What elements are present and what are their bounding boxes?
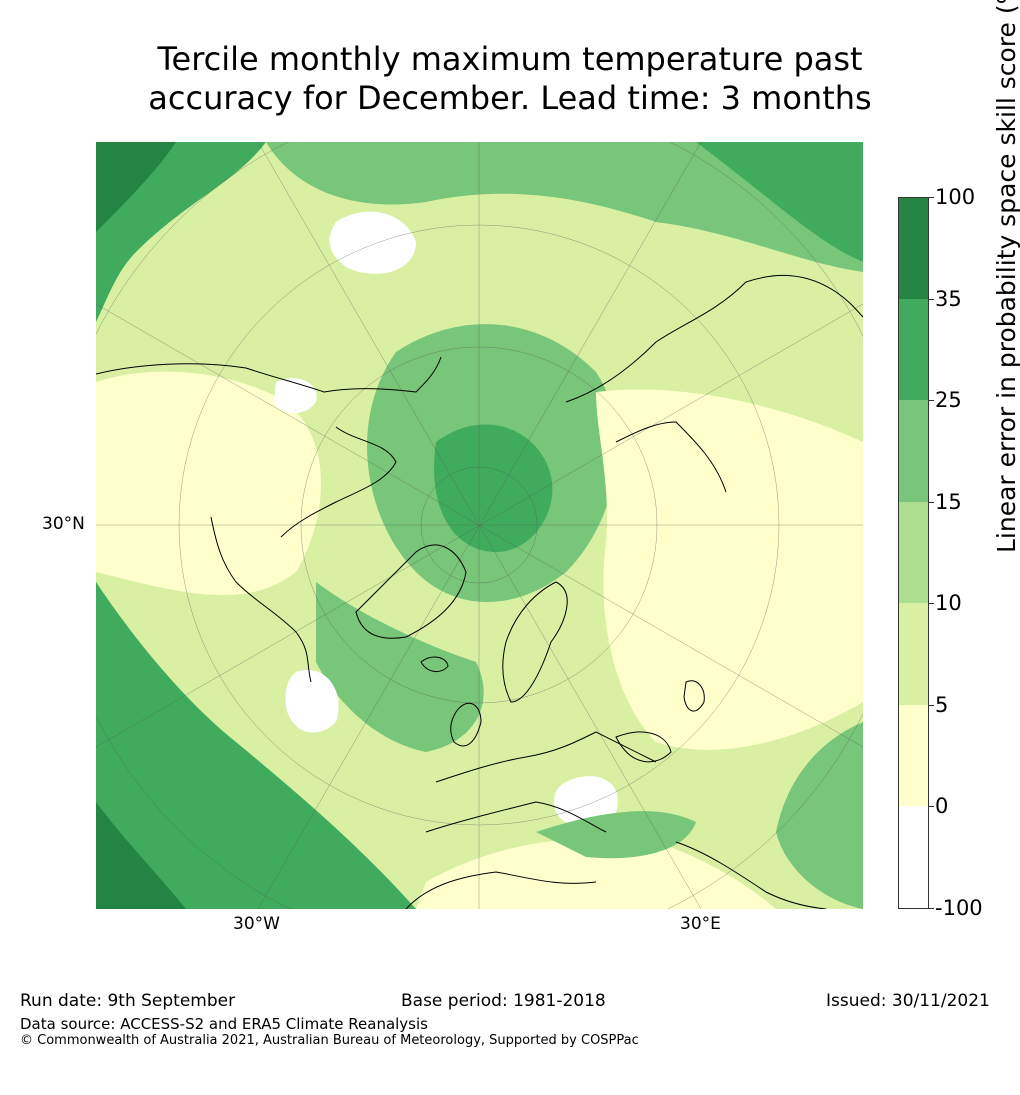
- colorbar: [898, 197, 929, 909]
- tick-label-neg100: -100: [935, 896, 983, 920]
- coast-russia-north: [565, 274, 863, 403]
- tick-label-5: 5: [935, 693, 949, 717]
- colorbar-seg-0-5: [898, 705, 929, 806]
- field-ne-dark: [696, 142, 863, 262]
- coast-africa: [405, 871, 597, 909]
- tick-mark-10: [929, 603, 934, 604]
- coast-hudson: [210, 516, 312, 683]
- tick-label-100: 100: [935, 185, 976, 209]
- tick-label-35: 35: [935, 287, 962, 311]
- coast-arabia: [675, 841, 827, 909]
- field-white-3: [554, 776, 618, 827]
- base-period: Base period: 1981-2018: [401, 991, 606, 1011]
- coast-scandinavia: [502, 581, 568, 703]
- coast-uk: [450, 702, 482, 747]
- tick-mark-100: [929, 197, 934, 198]
- field-white-4: [274, 378, 317, 414]
- colorbar-seg-neg: [898, 806, 929, 907]
- tick-label-0: 0: [935, 794, 949, 818]
- tick-mark-15: [929, 502, 934, 503]
- coast-europe: [435, 731, 657, 783]
- data-source: Data source: ACCESS-S2 and ERA5 Climate …: [20, 1015, 428, 1033]
- tick-mark-0: [929, 806, 934, 807]
- tick-mark-35: [929, 299, 934, 300]
- field-sw-dark: [96, 802, 186, 909]
- field-top-ocean: [266, 142, 863, 272]
- lon-label-30e: 30°E: [680, 914, 721, 934]
- meridian-d4: [257, 142, 702, 909]
- graticule: [96, 142, 863, 909]
- title-line-1: Tercile monthly maximum temperature past: [157, 40, 863, 78]
- tick-label-25: 25: [935, 388, 962, 412]
- colorbar-border: [898, 197, 929, 909]
- coast-canada-arctic: [280, 426, 397, 538]
- tick-label-15: 15: [935, 490, 962, 514]
- tick-mark-25: [929, 400, 934, 401]
- map-svg: [96, 142, 863, 909]
- field-arctic-core: [434, 424, 553, 552]
- field-white-1: [329, 211, 416, 274]
- field-east-green: [776, 722, 863, 909]
- tick-mark-neg100: [929, 908, 934, 909]
- title-line-2: accuracy for December. Lead time: 3 mont…: [148, 79, 872, 117]
- chart-title: Tercile monthly maximum temperature past…: [0, 40, 1020, 118]
- field-atlantic: [316, 582, 484, 752]
- coastlines: [96, 274, 863, 909]
- coast-mediterranean: [425, 801, 607, 833]
- coast-siberia: [615, 421, 727, 493]
- colorbar-label: Linear error in probability space skill …: [992, 0, 1020, 553]
- polar-map: [96, 142, 863, 909]
- field-pale-na: [96, 371, 321, 596]
- field-pale-eurasia: [596, 389, 863, 750]
- coast-caspian: [683, 680, 705, 712]
- field-white-2: [285, 670, 339, 733]
- run-date: Run date: 9th September: [20, 991, 236, 1011]
- tick-label-10: 10: [935, 591, 962, 615]
- field-sahara-green: [536, 811, 696, 859]
- tick-mark-5: [929, 705, 934, 706]
- copyright: © Commonwealth of Australia 2021, Austra…: [20, 1033, 639, 1048]
- coast-iceland: [420, 656, 449, 672]
- field-nw-dark: [96, 142, 176, 232]
- lat-label-30n: 30°N: [42, 514, 85, 534]
- coast-greenland: [355, 544, 467, 639]
- coast-black-sea: [615, 731, 672, 763]
- coast-alaska: [96, 356, 442, 393]
- issued-date: Issued: 30/11/2021: [826, 991, 990, 1011]
- lon-label-30w: 30°W: [233, 914, 280, 934]
- field-pale-sahara: [416, 838, 776, 909]
